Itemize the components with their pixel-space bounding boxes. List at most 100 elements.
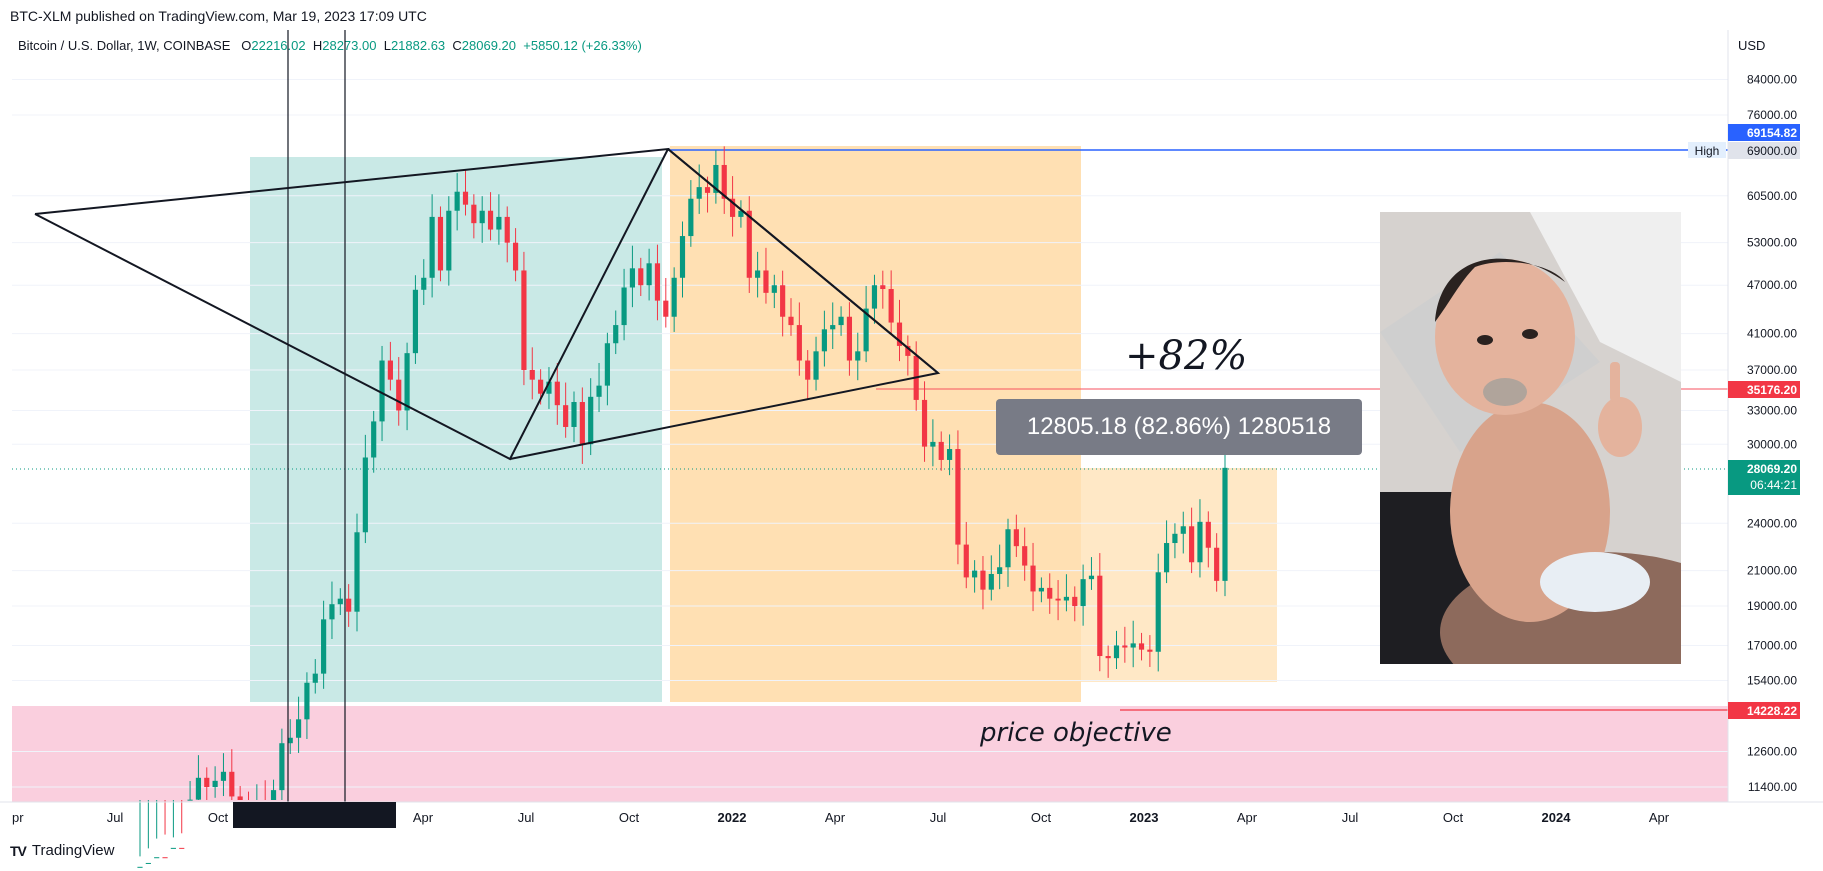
candle-body xyxy=(613,325,619,344)
candle-body xyxy=(279,743,285,791)
badge-high-text: 69000.00 xyxy=(1747,144,1797,158)
badge-top-blue-text: 69154.82 xyxy=(1747,126,1797,140)
candle-body xyxy=(387,360,393,380)
candle-body xyxy=(871,285,878,309)
candle-body xyxy=(846,316,853,361)
candle-body xyxy=(179,847,185,849)
candle-body xyxy=(521,270,527,370)
candle-body xyxy=(471,204,477,224)
candle-body xyxy=(404,353,410,411)
candle-body xyxy=(855,351,861,361)
candle-body xyxy=(729,198,736,217)
candle-body xyxy=(554,381,560,406)
x-tick-label: Oct xyxy=(1031,810,1052,825)
currency-label[interactable]: USD xyxy=(1738,38,1766,53)
x-tick-label: 2022 xyxy=(718,810,747,825)
candle-body xyxy=(805,360,811,380)
candle-body xyxy=(771,285,777,293)
candle-body xyxy=(972,570,978,578)
candle-body xyxy=(963,544,969,578)
candle-body xyxy=(446,210,452,271)
candle-body xyxy=(896,322,903,346)
candle-body xyxy=(1138,643,1145,650)
symbol-label[interactable]: Bitcoin / U.S. Dollar, 1W, COINBASE xyxy=(18,38,231,53)
y-tick-label: 47000.00 xyxy=(1747,278,1797,292)
candle-body xyxy=(838,316,844,326)
triangle-top-line xyxy=(667,148,939,374)
x-tick-label: Jul xyxy=(518,810,535,825)
candle-body xyxy=(454,191,460,211)
ohlc-legend: Bitcoin / U.S. Dollar, 1W, COINBASE O222… xyxy=(18,38,642,53)
candle-body xyxy=(596,385,602,397)
candle-body xyxy=(1013,529,1019,547)
candle-body xyxy=(830,325,836,330)
candle-body xyxy=(329,604,335,620)
x-tick-label: Apr xyxy=(1649,810,1670,825)
badge-last-price: 28069.20 06:44:21 xyxy=(1728,460,1800,495)
candle-body xyxy=(1063,596,1070,601)
price-objective-text: price objective xyxy=(980,718,1172,748)
candle-body xyxy=(938,441,944,460)
x-tick-label: Oct xyxy=(1443,810,1464,825)
candle-body xyxy=(396,379,402,411)
candle-body xyxy=(546,381,552,394)
candle-body xyxy=(379,360,385,422)
candle-body xyxy=(988,573,994,590)
footer-brand[interactable]: TV TradingView xyxy=(10,842,114,859)
candle-body xyxy=(270,790,277,800)
pink-zone xyxy=(12,706,1728,802)
close-label: C xyxy=(452,38,462,53)
candle-body xyxy=(1205,521,1211,548)
candle-body xyxy=(462,191,469,205)
candle-body xyxy=(304,682,310,720)
y-tick-label: 15400.00 xyxy=(1747,673,1797,687)
orange-zone-lower xyxy=(1081,468,1277,682)
close-value: 28069.20 xyxy=(461,38,517,53)
candle-body xyxy=(955,449,961,545)
candle-body xyxy=(713,164,719,193)
candle-body xyxy=(229,771,235,797)
candle-body xyxy=(930,441,936,447)
candle-body xyxy=(346,598,352,612)
candle-body xyxy=(788,316,794,326)
brand-name: TradingView xyxy=(31,842,115,859)
candle-body xyxy=(1147,649,1153,652)
candle-body xyxy=(437,216,444,271)
candle-body xyxy=(421,277,427,290)
candle-body xyxy=(796,325,802,361)
measure-box: 12805.18 (82.86%) 1280518 xyxy=(996,399,1362,455)
candle-body xyxy=(1197,521,1203,563)
badge-target: 14228.22 xyxy=(1728,702,1800,719)
candle-body xyxy=(1005,529,1011,568)
candle-body xyxy=(187,799,193,801)
candle-body xyxy=(679,236,686,278)
high-tag: High xyxy=(1688,142,1726,158)
candle-body xyxy=(821,329,827,352)
candle-body xyxy=(504,216,510,243)
y-tick-label: 12600.00 xyxy=(1747,745,1797,759)
x-tick-label: Oct xyxy=(619,810,640,825)
candle-body xyxy=(1214,547,1220,581)
last-price-text: 28069.20 xyxy=(1747,462,1797,476)
candle-body xyxy=(763,270,769,293)
candle-body xyxy=(429,216,435,278)
x-tick-label: Jul xyxy=(1342,810,1359,825)
candle-body xyxy=(921,399,928,447)
y-tick-label: 21000.00 xyxy=(1747,564,1797,578)
candle-body xyxy=(1105,656,1111,659)
candle-body xyxy=(638,268,644,286)
candle-body xyxy=(1022,546,1028,566)
y-tick-label: 33000.00 xyxy=(1747,404,1797,418)
candle-body xyxy=(1122,645,1128,648)
x-tick-label: Jul xyxy=(107,810,124,825)
candle-body xyxy=(863,308,869,352)
candle-body xyxy=(354,532,360,612)
candle-body xyxy=(1172,533,1178,544)
price-axis[interactable]: 84000.00 76000.00 60500.00 53000.00 47000.00… xyxy=(1747,73,1797,794)
candle-body xyxy=(1155,572,1161,652)
candle-body xyxy=(704,187,711,193)
y-tick-label: 24000.00 xyxy=(1747,516,1797,530)
x-tick-label: Apr xyxy=(413,810,434,825)
candle-body xyxy=(1080,579,1086,607)
y-tick-label: 84000.00 xyxy=(1747,73,1797,87)
